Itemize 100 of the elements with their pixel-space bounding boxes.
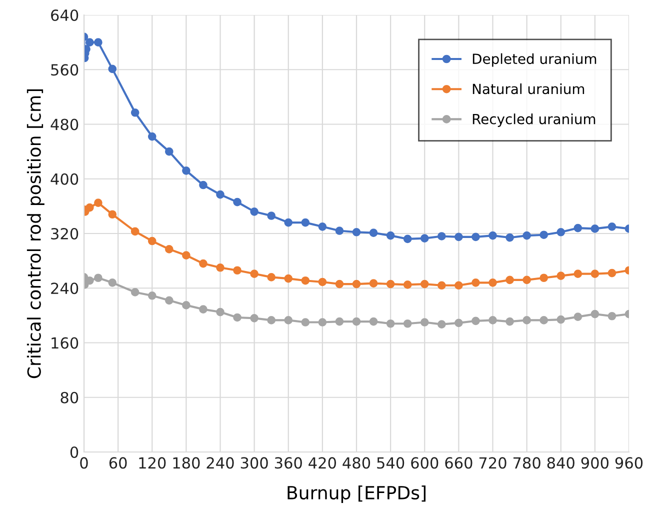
point <box>454 318 463 328</box>
y-tick-label: 0 <box>70 446 78 458</box>
point <box>488 316 497 324</box>
x-tick-label: 120 <box>139 457 166 469</box>
point <box>574 270 582 278</box>
point <box>284 218 293 227</box>
point <box>369 228 378 237</box>
x-tick-label: 720 <box>479 457 506 469</box>
point <box>556 228 566 236</box>
point <box>352 228 361 236</box>
point <box>164 245 174 254</box>
y-tick-label: 400 <box>50 173 78 185</box>
point <box>301 276 310 285</box>
x-tick-label: 600 <box>411 457 438 469</box>
point <box>608 222 616 231</box>
x-tick-label: 960 <box>615 457 643 469</box>
point <box>506 317 514 326</box>
point <box>488 278 497 287</box>
point <box>216 263 224 272</box>
point <box>148 291 156 300</box>
x-tick-label: 540 <box>377 457 404 469</box>
point <box>386 231 395 240</box>
point <box>472 232 480 242</box>
point <box>318 318 327 326</box>
point <box>472 316 480 326</box>
y-tick-label: 80 <box>60 392 78 404</box>
point <box>108 64 117 74</box>
point <box>420 234 429 242</box>
point <box>590 310 600 318</box>
point <box>130 288 140 296</box>
point <box>403 280 412 289</box>
point <box>233 266 242 275</box>
point <box>335 280 344 288</box>
point <box>386 319 395 328</box>
point <box>574 224 582 232</box>
y-tick-label: 240 <box>51 282 78 294</box>
x-tick-label: 300 <box>240 457 268 469</box>
x-tick-label: 480 <box>342 457 370 469</box>
point <box>94 38 102 46</box>
point <box>608 268 616 278</box>
point <box>199 305 208 314</box>
y-tick-label: 480 <box>50 118 78 130</box>
point <box>199 180 208 190</box>
point <box>86 38 94 46</box>
point <box>556 315 566 324</box>
point <box>522 231 531 240</box>
point <box>130 227 140 236</box>
x-tick-label: 660 <box>445 457 472 469</box>
point <box>540 316 548 324</box>
point <box>233 198 242 206</box>
point <box>86 203 94 212</box>
point <box>420 318 429 326</box>
point <box>182 251 190 260</box>
x-tick-label: 0 <box>80 457 88 469</box>
x-axis-title: Burnup [EFPDs] <box>288 486 426 504</box>
point <box>182 166 190 175</box>
point <box>250 270 258 278</box>
point <box>148 132 156 141</box>
point <box>437 281 446 290</box>
point <box>556 272 566 280</box>
point <box>454 281 463 290</box>
point <box>108 278 117 287</box>
x-tick-label: 900 <box>581 457 609 469</box>
point <box>506 276 514 284</box>
x-tick-label: 60 <box>109 457 127 469</box>
point <box>590 224 600 233</box>
x-tick-label: 180 <box>173 457 200 469</box>
y-tick-label: 320 <box>51 228 78 240</box>
point <box>199 259 208 268</box>
point <box>437 232 446 240</box>
point <box>301 318 310 326</box>
legend-label: Natural uranium <box>472 83 584 94</box>
legend-label: Recycled uranium <box>472 114 596 127</box>
point <box>250 207 258 216</box>
point <box>506 233 514 242</box>
point <box>540 230 548 240</box>
point <box>94 274 102 282</box>
point <box>164 296 174 305</box>
point <box>301 218 310 227</box>
point <box>403 234 412 244</box>
point <box>352 280 361 288</box>
point <box>369 279 378 288</box>
point <box>386 280 395 288</box>
point <box>335 317 344 326</box>
point <box>472 278 480 287</box>
point <box>164 147 174 156</box>
x-tick-label: 240 <box>206 457 234 469</box>
y-tick-label: 640 <box>51 9 78 22</box>
point <box>94 198 102 207</box>
x-tick-label: 780 <box>513 457 540 469</box>
point <box>420 280 429 288</box>
point <box>403 319 412 328</box>
point <box>108 210 117 219</box>
point <box>284 316 293 324</box>
point <box>437 320 446 328</box>
point <box>148 236 156 246</box>
point <box>130 108 140 117</box>
point <box>488 231 497 240</box>
point <box>216 190 224 199</box>
y-tick-label: 560 <box>51 64 78 76</box>
